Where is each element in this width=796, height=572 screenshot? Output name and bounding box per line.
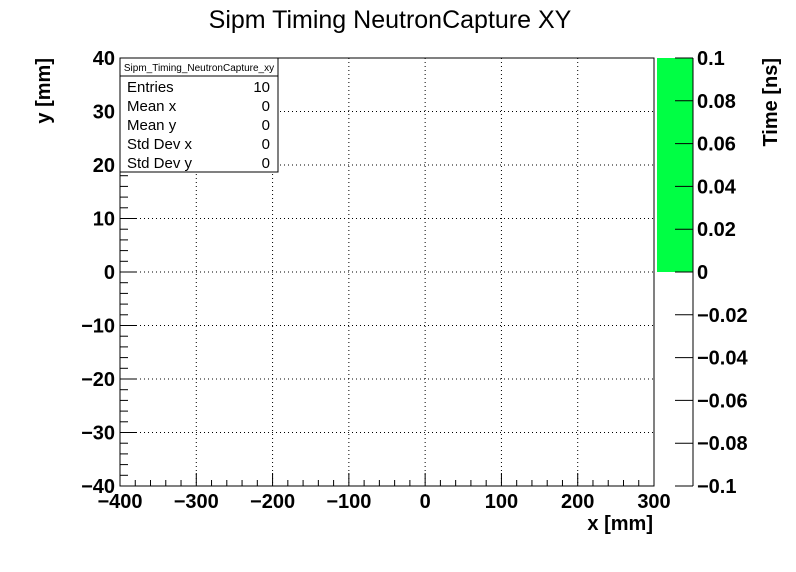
palette-tick-label: 0.1 — [697, 48, 725, 70]
x-tick-label: 100 — [485, 491, 518, 513]
color-palette: −0.1 −0.08 −0.06 −0.04 −0.02 0 0.02 0.04 0.06 0.0… — [657, 48, 748, 498]
y-axis-label: y [mm] — [33, 58, 55, 124]
stats-row-value: 0 — [262, 155, 270, 172]
palette-tick-label: 0.02 — [697, 219, 736, 241]
palette-tick-label: −0.02 — [697, 305, 748, 327]
stats-row-label: Std Dev y — [127, 155, 193, 172]
x-tick-label: −200 — [250, 491, 295, 513]
y-tick-label: −20 — [81, 369, 115, 391]
x-axis: −400 −300 −200 −100 0 100 200 300 — [97, 473, 671, 513]
palette-tick-label: 0.04 — [697, 176, 737, 198]
y-tick-label: 30 — [93, 102, 115, 124]
y-tick-label: 0 — [104, 262, 115, 284]
stats-row-label: Std Dev x — [127, 136, 193, 153]
x-tick-label: 200 — [561, 491, 594, 513]
stats-row-value: 0 — [262, 98, 270, 115]
palette-tick-label: 0.06 — [697, 134, 736, 156]
stats-row-label: Entries — [127, 79, 174, 96]
palette-tick-label: −0.04 — [697, 348, 748, 370]
stats-row-label: Mean y — [127, 117, 177, 134]
x-tick-label: 0 — [420, 491, 431, 513]
x-tick-label: −300 — [174, 491, 219, 513]
chart-title: Sipm Timing NeutronCapture XY — [209, 6, 572, 34]
stats-box-frame — [119, 57, 279, 173]
palette-fill — [657, 58, 693, 272]
x-tick-label: −400 — [97, 491, 142, 513]
x-tick-label: 300 — [637, 491, 670, 513]
stats-box-name: Sipm_Timing_NeutronCapture_xy — [124, 63, 274, 74]
stats-row-value: 0 — [262, 117, 270, 134]
y-tick-label: 20 — [93, 155, 115, 177]
palette-tick-label: 0.08 — [697, 91, 736, 113]
y-axis: −40 −30 −20 −10 0 10 20 30 40 — [81, 48, 136, 498]
z-axis-label: Time [ns] — [760, 58, 782, 147]
y-tick-label: 10 — [93, 209, 115, 231]
stats-row-value: 0 — [262, 136, 270, 153]
y-tick-label: 40 — [93, 48, 115, 70]
stats-row-value: 10 — [253, 79, 270, 96]
x-axis-label: x [mm] — [587, 513, 653, 535]
palette-tick-label: 0 — [697, 262, 708, 284]
y-tick-label: −10 — [81, 316, 115, 338]
y-tick-label: −40 — [81, 476, 115, 498]
palette-tick-label: −0.06 — [697, 390, 748, 412]
palette-tick-label: −0.1 — [697, 476, 736, 498]
y-tick-label: −30 — [81, 423, 115, 445]
stats-box: Sipm_Timing_NeutronCapture_xy Entries 10 M… — [119, 57, 279, 173]
palette-tick-label: −0.08 — [697, 433, 748, 455]
x-tick-label: −100 — [326, 491, 371, 513]
stats-row-label: Mean x — [127, 98, 177, 115]
